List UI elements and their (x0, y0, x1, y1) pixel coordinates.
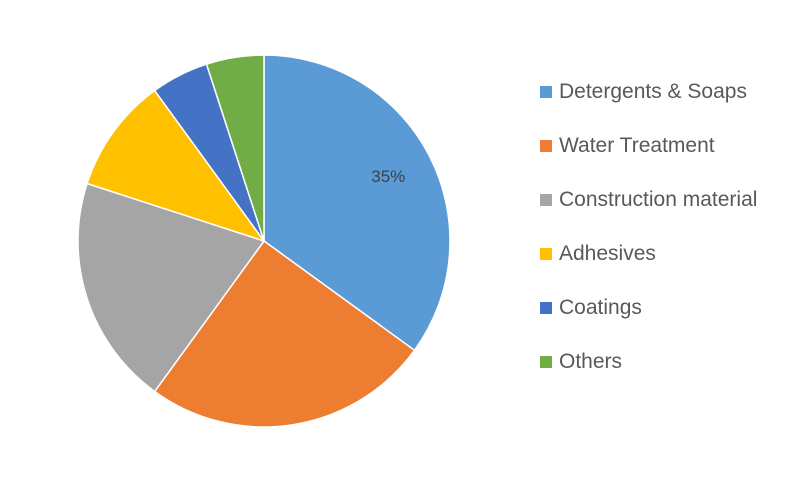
pie-slice-detergents-soaps (263, 54, 451, 352)
legend-item: Adhesives (540, 240, 757, 294)
pie-data-labels: 35% (371, 167, 405, 186)
pie-slices (77, 54, 451, 428)
legend-label: Construction material (559, 188, 758, 211)
legend-label: Coatings (559, 296, 642, 319)
legend-label: Water Treatment (559, 134, 715, 157)
legend-label: Detergents & Soaps (559, 80, 747, 103)
legend-swatch (540, 86, 552, 98)
chart-legend: Detergents & Soaps Water Treatment Constru… (540, 78, 757, 402)
legend-swatch (540, 194, 552, 206)
pie-slice-others (205, 54, 265, 242)
legend-swatch (540, 356, 552, 368)
legend-swatch (540, 248, 552, 260)
legend-label: Others (559, 350, 623, 373)
pie-slice-construction-material (77, 182, 266, 393)
pie-slice-adhesives (86, 89, 266, 243)
legend-item: Construction material (540, 186, 757, 240)
data-label: 35% (371, 167, 405, 186)
legend-swatch (540, 302, 552, 314)
legend-item: Coatings (540, 294, 757, 348)
legend-item: Others (540, 348, 757, 402)
legend-label: Adhesives (559, 242, 656, 265)
pie-slice-water-treatment (153, 239, 416, 428)
legend-swatch (540, 140, 552, 152)
legend-item: Water Treatment (540, 132, 757, 186)
legend-item: Detergents & Soaps (540, 78, 757, 132)
